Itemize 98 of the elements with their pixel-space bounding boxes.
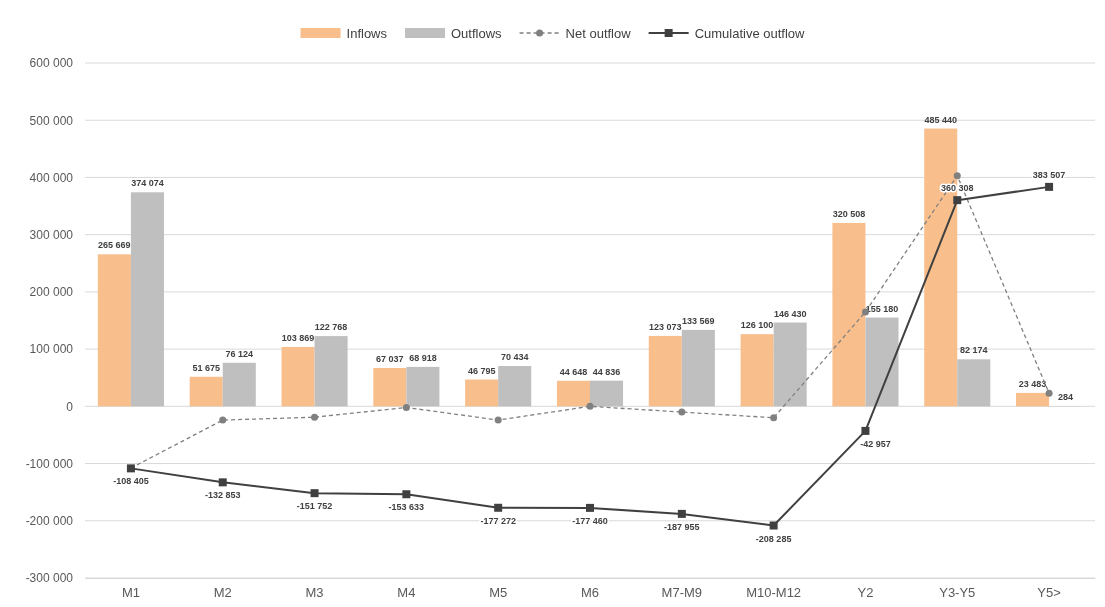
point [402,403,410,411]
data-label: 44 836 [592,366,621,377]
bar [832,222,866,407]
data-label: 51 675 [192,362,220,373]
data-label: 133 569 [682,315,715,326]
y-tick-label: 200 000 [29,285,74,300]
data-label: -108 405 [113,476,149,487]
bar [957,359,991,407]
point [953,196,962,205]
data-label: 485 440 [924,114,958,125]
x-tick-label: Y3-Y5 [939,585,976,601]
data-label: 374 074 [131,178,164,189]
y-tick-label: 300 000 [29,228,74,243]
bar [740,334,774,407]
x-tick-label: M4 [397,585,416,601]
legend-label: Inflows [346,25,388,41]
data-label: -208 285 [755,533,792,544]
point [677,509,686,518]
point [769,521,778,530]
y-tick-label: 500 000 [29,113,74,128]
bar [189,376,223,407]
bar [556,380,590,407]
data-label: 70 434 [500,352,529,363]
data-label: -187 955 [664,521,700,532]
data-label: 155 180 [865,303,899,314]
point [1045,389,1053,397]
data-label: -177 460 [572,515,608,526]
data-label: 284 [1058,392,1074,403]
bar [648,335,682,407]
data-label: 68 918 [409,352,437,363]
x-tick-label: M5 [489,585,508,601]
x-tick-label: M7-M9 [661,585,703,601]
data-label: 320 508 [832,208,866,219]
point [310,489,319,498]
y-tick-label: 0 [66,399,74,414]
y-tick-label: -300 000 [25,571,74,586]
point [494,503,503,512]
data-label: 126 100 [740,320,774,331]
point [586,503,594,512]
data-label: 123 073 [649,321,682,332]
data-label: 82 174 [960,345,988,356]
bar [681,329,715,407]
data-label: 103 869 [281,332,315,343]
y-tick-label: 600 000 [29,56,74,71]
bar [465,379,499,407]
y-tick-label: -100 000 [25,456,74,471]
x-tick-label: Y5> [1037,585,1061,601]
point [953,172,961,180]
point [586,402,594,410]
bar [97,254,131,407]
point [311,413,319,421]
point [1045,182,1054,191]
data-label: 265 669 [98,240,131,251]
bar [406,366,440,407]
x-tick-label: M3 [305,585,324,601]
bar [314,336,348,407]
data-label: -132 853 [204,490,241,501]
x-tick-label: M10-M12 [746,585,802,601]
data-label: 383 507 [1032,169,1066,180]
data-label: 146 430 [773,308,807,319]
y-tick-label: 100 000 [29,342,74,357]
x-tick-label: M2 [213,585,232,601]
bar [222,362,256,407]
data-label: 360 308 [941,183,974,194]
data-label: 23 483 [1018,378,1047,389]
data-label: -151 752 [296,501,333,512]
point [678,408,686,416]
legend-label: Cumulative outflow [694,25,806,41]
data-label: -42 957 [860,438,891,449]
point [770,414,778,422]
x-tick-label: M6 [580,585,600,601]
bar [865,317,899,407]
data-label: -153 633 [388,502,425,513]
legend-label: Net outflow [565,25,632,41]
legend-label: Outflows [451,25,503,41]
point [402,490,411,499]
x-tick-label: Y2 [857,585,874,601]
point [861,426,870,435]
bar [130,192,164,407]
bar [1016,392,1050,407]
data-label: -177 272 [480,515,516,526]
data-label: 67 037 [376,353,404,364]
point [219,416,227,424]
point [218,478,227,487]
data-label: 44 648 [559,366,588,377]
bar [373,367,407,407]
y-tick-label: 400 000 [29,170,74,185]
bar [924,128,958,407]
bar [498,366,532,407]
y-tick-label: -200 000 [25,514,74,529]
data-label: 122 768 [314,322,348,333]
bar [773,322,807,407]
bar [590,380,624,407]
data-label: 46 795 [467,365,496,376]
point [494,416,502,424]
bar [281,346,315,407]
x-tick-label: M1 [121,585,140,601]
data-label: 76 124 [225,348,254,359]
